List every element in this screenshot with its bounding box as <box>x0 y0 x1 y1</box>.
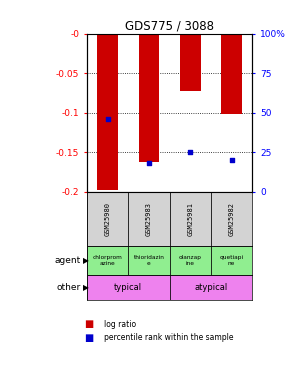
Bar <box>87 192 128 246</box>
Text: GSM25982: GSM25982 <box>229 202 235 236</box>
Bar <box>211 246 252 275</box>
Text: log ratio: log ratio <box>104 320 137 329</box>
Point <box>188 149 193 155</box>
Text: ▶: ▶ <box>83 283 88 292</box>
Bar <box>170 246 211 275</box>
Point <box>229 157 234 163</box>
Bar <box>170 192 211 246</box>
Text: typical: typical <box>114 283 142 292</box>
Text: thioridazin
e: thioridazin e <box>134 255 164 266</box>
Bar <box>128 192 170 246</box>
Bar <box>211 192 252 246</box>
Text: percentile rank within the sample: percentile rank within the sample <box>104 333 234 342</box>
Text: ▶: ▶ <box>83 256 88 265</box>
Point <box>147 160 151 166</box>
Bar <box>87 275 170 300</box>
Bar <box>180 34 201 90</box>
Text: ■: ■ <box>84 333 93 342</box>
Text: agent: agent <box>55 256 81 265</box>
Text: chlorprom
azine: chlorprom azine <box>93 255 123 266</box>
Bar <box>221 34 242 114</box>
Bar <box>87 246 128 275</box>
Bar <box>97 34 118 190</box>
Title: GDS775 / 3088: GDS775 / 3088 <box>125 20 214 33</box>
Bar <box>139 34 159 162</box>
Text: GSM25980: GSM25980 <box>105 202 111 236</box>
Point <box>105 116 110 122</box>
Text: ■: ■ <box>84 320 93 329</box>
Text: GSM25981: GSM25981 <box>187 202 193 236</box>
Bar <box>170 275 252 300</box>
Text: olanzap
ine: olanzap ine <box>179 255 202 266</box>
Text: quetiapi
ne: quetiapi ne <box>220 255 244 266</box>
Bar <box>128 246 170 275</box>
Text: GSM25983: GSM25983 <box>146 202 152 236</box>
Text: atypical: atypical <box>194 283 228 292</box>
Text: other: other <box>57 283 81 292</box>
